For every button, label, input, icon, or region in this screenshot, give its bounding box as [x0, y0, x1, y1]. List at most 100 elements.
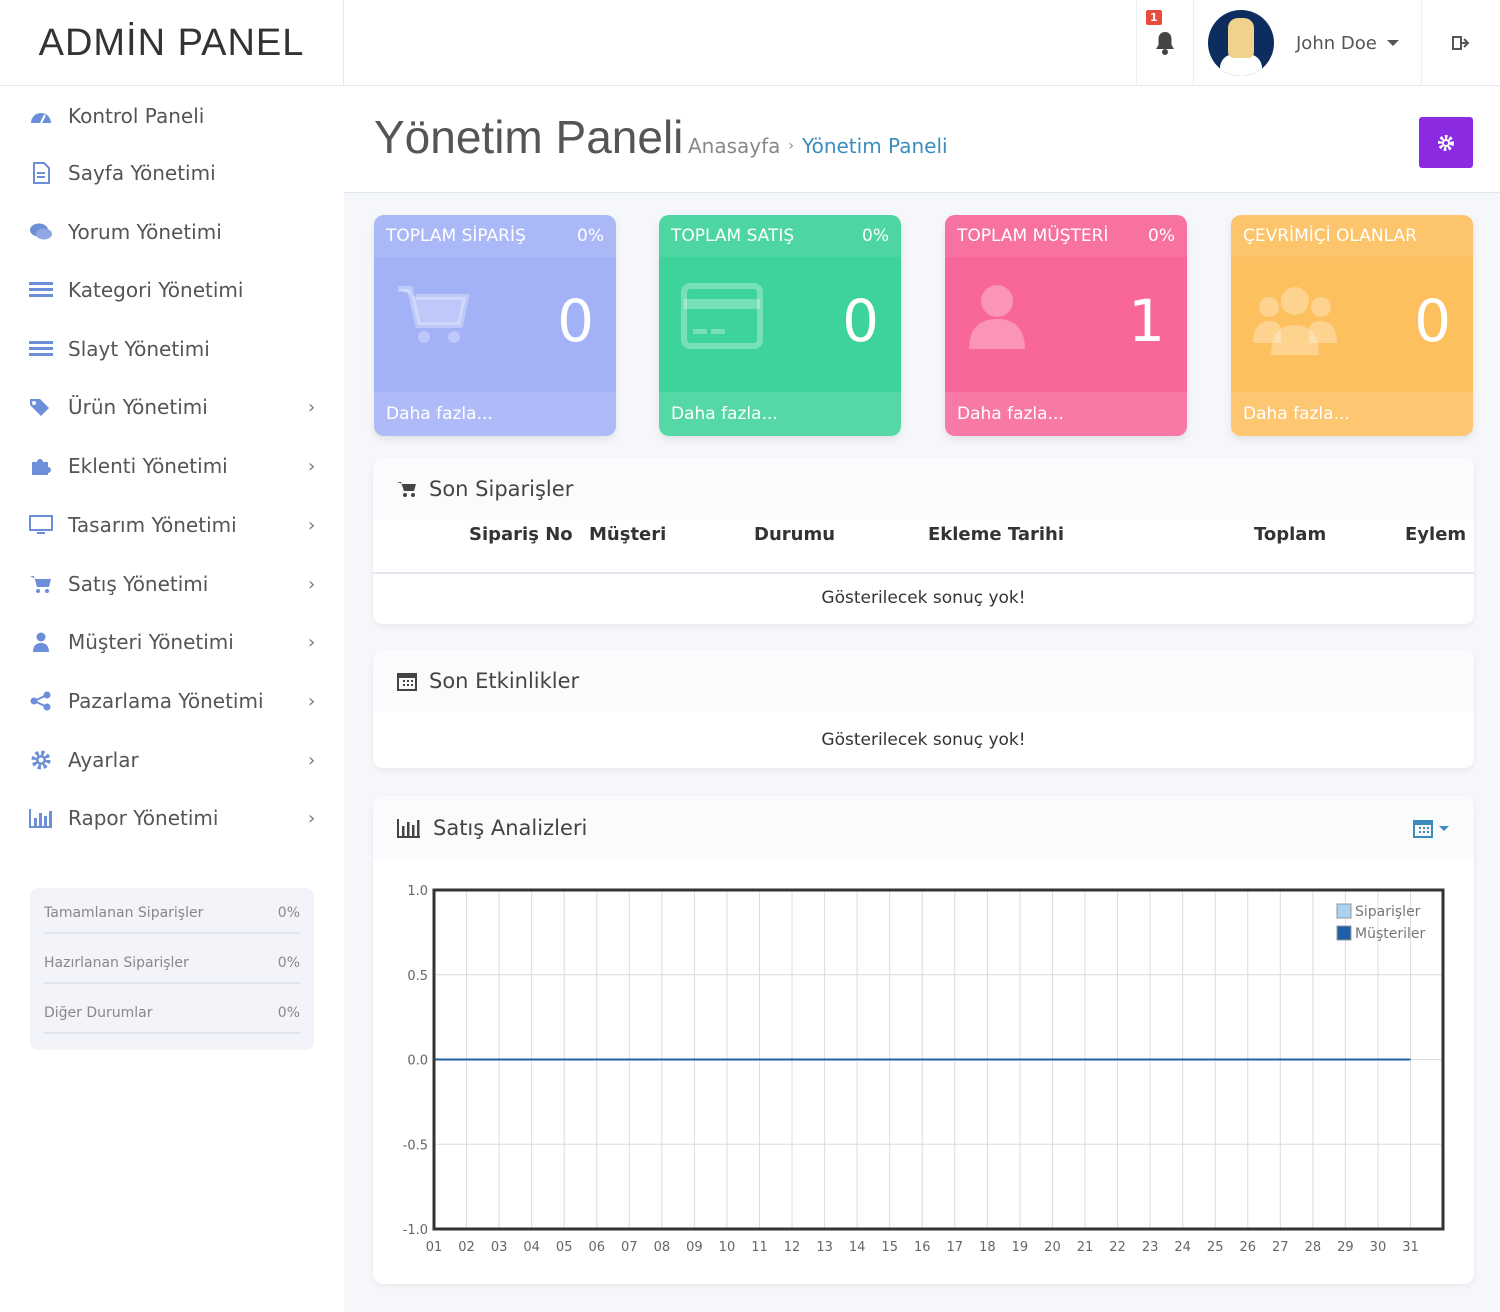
recent-activities-panel: Son Etkinlikler Gösterilecek sonuç yok! — [373, 650, 1474, 768]
share-icon — [29, 691, 53, 711]
sidebar-item-yorum[interactable]: Yorum Yönetimi — [0, 203, 344, 261]
date-range-dropdown[interactable] — [1413, 818, 1449, 838]
sidebar-item-label: Kategori Yönetimi — [68, 278, 244, 302]
card-value: 1 — [1128, 287, 1165, 355]
bar-chart-icon — [397, 819, 420, 838]
card-more-link[interactable]: Daha fazla... — [374, 392, 616, 436]
sidebar-item-label: Rapor Yönetimi — [68, 806, 219, 830]
empty-message: Gösterilecek sonuç yok! — [821, 730, 1026, 750]
sidebar-item-slayt[interactable]: Slayt Yönetimi — [0, 320, 344, 378]
column-header[interactable]: Eylem — [1405, 524, 1467, 545]
x-tick-label: 05 — [556, 1240, 573, 1255]
breadcrumb-home-link[interactable]: Anasayfa — [688, 134, 781, 158]
page-header: Yönetim Paneli Anasayfa › Yönetim Paneli — [344, 86, 1500, 193]
cart-icon — [398, 286, 470, 343]
credit-card-icon — [681, 283, 763, 349]
table-divider — [373, 572, 1474, 574]
card-title: TOPLAM SİPARİŞ — [386, 226, 526, 246]
comments-icon — [29, 222, 53, 242]
sidebar-item-kategori[interactable]: Kategori Yönetimi — [0, 261, 344, 319]
card-more-link[interactable]: Daha fazla... — [1231, 392, 1473, 436]
notifications-button[interactable]: 1 — [1136, 0, 1193, 86]
sign-out-icon — [1452, 36, 1470, 50]
calendar-icon — [1413, 820, 1433, 838]
x-tick-label: 18 — [979, 1240, 996, 1255]
x-tick-label: 07 — [621, 1240, 638, 1255]
user-name: John Doe — [1296, 32, 1377, 54]
chevron-right-icon: › — [308, 455, 316, 477]
chevron-right-icon: › — [308, 573, 316, 595]
sidebar-item-label: Ayarlar — [68, 748, 139, 772]
stat-card-orders: TOPLAM SİPARİŞ 0% 0 Daha fazla... — [374, 215, 616, 436]
x-tick-label: 04 — [523, 1240, 540, 1255]
column-header[interactable]: Durumu — [754, 524, 836, 545]
column-header[interactable]: Müşteri — [589, 524, 667, 545]
order-status-value: 0% — [277, 955, 300, 971]
x-tick-label: 08 — [654, 1240, 671, 1255]
sidebar-item-urun[interactable]: Ürün Yönetimi › — [0, 378, 344, 436]
sidebar-item-label: Tasarım Yönetimi — [68, 513, 237, 537]
dashboard-icon — [29, 106, 53, 126]
order-status-value: 0% — [277, 1005, 300, 1021]
x-tick-label: 10 — [719, 1240, 736, 1255]
card-value: 0 — [1414, 287, 1451, 355]
chevron-right-icon: › — [308, 690, 316, 712]
sales-analytics-panel: Satış Analizleri 1.0 0.5 0.0 -0.5 -1.0 01 02 03… — [373, 796, 1474, 1284]
x-tick-label: 14 — [849, 1240, 866, 1255]
top-navbar: ADMİN PANEL 1 John Doe — [0, 0, 1500, 86]
app-logo[interactable]: ADMİN PANEL — [0, 0, 344, 86]
stat-card-sales: TOPLAM SATIŞ 0% 0 Daha fazla... — [659, 215, 901, 436]
order-status-value: 0% — [277, 905, 300, 921]
tags-icon — [29, 397, 53, 417]
sidebar-item-ayarlar[interactable]: Ayarlar › — [0, 731, 344, 789]
panel-title: Satış Analizleri — [433, 816, 588, 840]
chevron-right-icon: › — [308, 807, 316, 829]
sidebar-item-label: Kontrol Paneli — [68, 104, 205, 128]
sidebar-item-satis[interactable]: Satış Yönetimi › — [0, 555, 344, 613]
settings-button[interactable] — [1419, 117, 1473, 168]
sidebar-item-label: Slayt Yönetimi — [68, 337, 210, 361]
card-more-link[interactable]: Daha fazla... — [945, 392, 1187, 436]
sidebar-item-kontrol-paneli[interactable]: Kontrol Paneli — [0, 87, 344, 145]
bar-chart-icon — [29, 808, 53, 828]
card-more-link[interactable]: Daha fazla... — [659, 392, 901, 436]
y-tick-label: 0.0 — [407, 1054, 428, 1069]
bell-icon — [1156, 32, 1174, 55]
sidebar-item-pazarlama[interactable]: Pazarlama Yönetimi › — [0, 672, 344, 730]
x-tick-label: 28 — [1305, 1240, 1322, 1255]
column-header[interactable]: Toplam — [1254, 524, 1327, 545]
logout-button[interactable] — [1421, 0, 1500, 86]
x-tick-label: 06 — [588, 1240, 605, 1255]
column-header[interactable]: Ekleme Tarihi — [928, 524, 1065, 545]
chevron-right-icon: › — [308, 514, 316, 536]
legend-label: Siparişler — [1355, 904, 1421, 920]
cart-icon — [397, 482, 416, 497]
x-tick-label: 09 — [686, 1240, 703, 1255]
sidebar-item-sayfa[interactable]: Sayfa Yönetimi — [0, 144, 344, 202]
user-menu[interactable]: John Doe — [1193, 0, 1421, 86]
notification-badge: 1 — [1146, 10, 1162, 25]
gear-icon — [29, 750, 53, 770]
x-tick-label: 16 — [914, 1240, 931, 1255]
x-tick-label: 17 — [947, 1240, 964, 1255]
avatar — [1208, 10, 1274, 76]
sidebar-item-musteri[interactable]: Müşteri Yönetimi › — [0, 613, 344, 671]
sidebar-item-eklenti[interactable]: Eklenti Yönetimi › — [0, 437, 344, 495]
sidebar-item-rapor[interactable]: Rapor Yönetimi › — [0, 789, 344, 847]
chevron-right-icon: › — [308, 749, 316, 771]
panel-header: Satış Analizleri — [373, 796, 1474, 860]
x-tick-label: 11 — [751, 1240, 768, 1255]
column-header[interactable]: Sipariş No — [469, 524, 573, 545]
sidebar-item-label: Pazarlama Yönetimi — [68, 689, 264, 713]
sidebar-item-tasarim[interactable]: Tasarım Yönetimi › — [0, 496, 344, 554]
y-tick-label: 1.0 — [407, 884, 428, 899]
empty-message: Gösterilecek sonuç yok! — [821, 588, 1026, 608]
sidebar-item-label: Yorum Yönetimi — [68, 220, 222, 244]
card-title: TOPLAM MÜŞTERİ — [957, 226, 1109, 246]
chevron-right-icon: › — [308, 631, 316, 653]
x-tick-label: 02 — [458, 1240, 475, 1255]
users-icon — [1253, 287, 1337, 355]
breadcrumb-current[interactable]: Yönetim Paneli — [802, 134, 948, 158]
x-tick-label: 13 — [816, 1240, 833, 1255]
panel-header: Son Siparişler — [373, 458, 1474, 520]
